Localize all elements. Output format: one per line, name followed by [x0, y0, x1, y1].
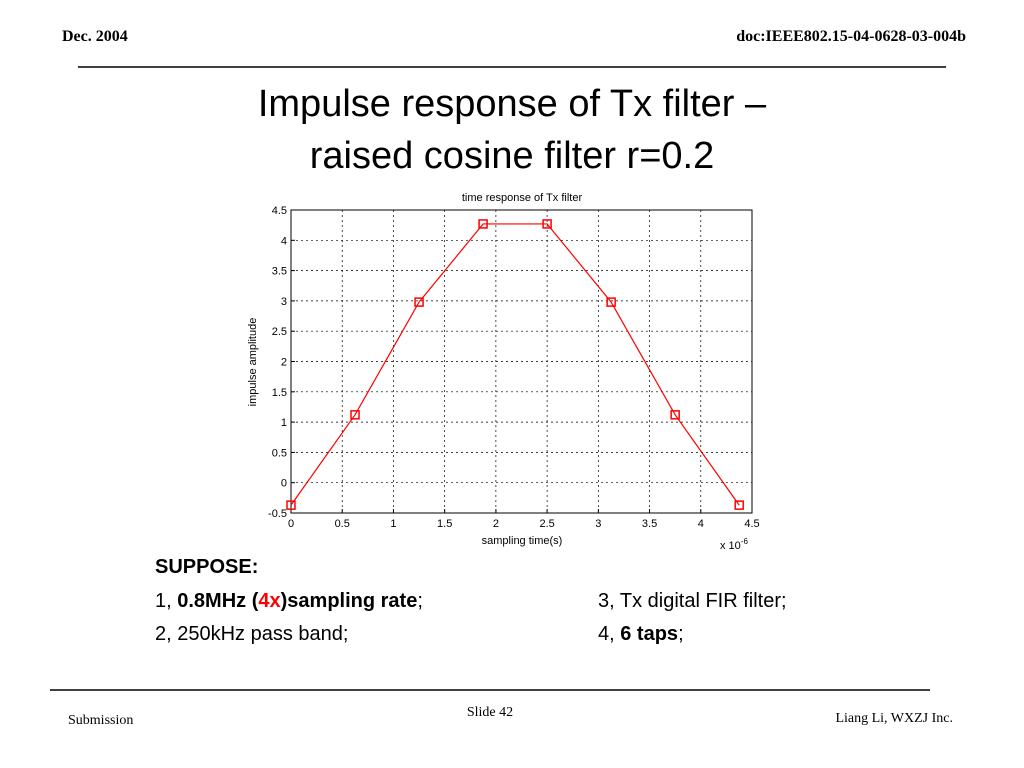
footer-right: Liang Li, WXZJ Inc.: [835, 711, 953, 726]
chart-title: time response of Tx filter: [462, 192, 583, 204]
x-tick-label: 0: [288, 518, 294, 530]
y-axis-label: impulse amplitude: [247, 318, 259, 407]
x-tick-label: 2.5: [539, 518, 554, 530]
suppose-heading: SUPPOSE:: [155, 556, 258, 578]
y-tick-label: -0.5: [268, 508, 287, 520]
plot-frame: [290, 209, 753, 514]
x-axis-label: sampling time(s): [482, 535, 563, 547]
suppose-item: 1, 0.8MHz (4x)sampling rate;: [155, 590, 423, 612]
data-point: [414, 297, 424, 307]
y-tick-label: 2: [281, 357, 287, 369]
x-tick-label: 1.5: [437, 518, 452, 530]
y-tick-label: 1: [281, 417, 287, 429]
data-point: [478, 219, 488, 229]
x-tick-label: 1: [390, 518, 396, 530]
x-tick-label: 4.5: [744, 518, 759, 530]
header-date: Dec. 2004: [62, 28, 128, 45]
x-tick-label: 4: [698, 518, 704, 530]
text: 0.8MHz (: [177, 590, 258, 612]
suppose-item: 2, 250kHz pass band;: [155, 623, 348, 645]
header-doc: doc:IEEE802.15-04-0628-03-004b: [736, 28, 966, 45]
text: x 10: [720, 540, 741, 552]
footer-center: Slide 42: [467, 705, 513, 720]
text: ;: [678, 623, 684, 645]
y-tick-label: 2.5: [272, 326, 287, 338]
slide-title: raised cosine filter r=0.2: [310, 135, 714, 177]
x-tick-label: 3.5: [642, 518, 657, 530]
y-tick-label: 0: [281, 478, 287, 490]
text: -6: [741, 537, 749, 546]
data-point: [734, 500, 744, 510]
x-tick-label: 3: [595, 518, 601, 530]
data-point: [542, 219, 552, 229]
text: ;: [417, 590, 423, 612]
text: 1,: [155, 590, 177, 612]
data-point: [286, 500, 296, 510]
y-tick-label: 3: [281, 296, 287, 308]
y-tick-label: 3.5: [272, 266, 287, 278]
data-point: [670, 410, 680, 420]
x-tick-label: 2: [493, 518, 499, 530]
text: 6 taps: [620, 623, 678, 645]
y-tick-label: 4: [281, 235, 287, 247]
text: 4,: [598, 623, 620, 645]
slide-title: Impulse response of Tx filter –: [258, 83, 767, 125]
text: )sampling rate: [281, 590, 418, 612]
suppose-item: 3, Tx digital FIR filter;: [598, 590, 787, 612]
y-tick-label: 1.5: [272, 387, 287, 399]
x-multiplier: x 10-6: [720, 537, 748, 552]
y-tick-label: 0.5: [272, 447, 287, 459]
data-point: [606, 297, 616, 307]
text: 4x: [258, 590, 280, 612]
data-line: [290, 223, 740, 506]
footer-left: Submission: [68, 713, 133, 728]
x-tick-label: 0.5: [335, 518, 350, 530]
data-point: [350, 410, 360, 420]
suppose-item: 4, 6 taps;: [598, 623, 684, 645]
y-tick-label: 4.5: [272, 205, 287, 217]
